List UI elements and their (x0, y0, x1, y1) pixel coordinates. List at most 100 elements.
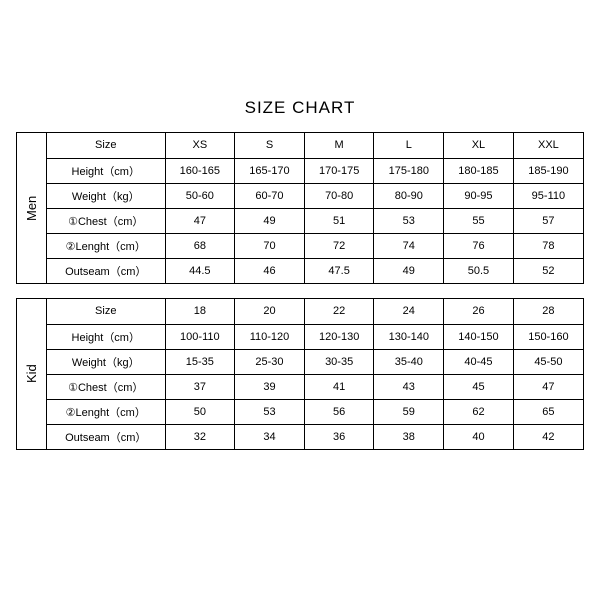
table-row: ②Lenght（cm）505356596265 (47, 399, 583, 424)
cell-value: 90-95 (444, 183, 514, 208)
cell-value: 51 (304, 208, 374, 233)
cell-value: 49 (374, 258, 444, 283)
cell-value: 110-120 (235, 324, 305, 349)
cell-value: 53 (374, 208, 444, 233)
table-row: Height（cm）160-165165-170170-175175-18018… (47, 158, 583, 183)
table-row: SizeXSSMLXLXXL (47, 133, 583, 158)
row-label: ②Lenght（cm） (47, 233, 165, 258)
row-label: Height（cm） (47, 158, 165, 183)
cell-value: 165-170 (235, 158, 305, 183)
cell-value: 30-35 (304, 349, 374, 374)
cell-value: L (374, 133, 444, 158)
table-row: Weight（kg）50-6060-7070-8080-9090-9595-11… (47, 183, 583, 208)
cell-value: 46 (235, 258, 305, 283)
size-table: Size182022242628Height（cm）100-110110-120… (47, 299, 583, 449)
row-label: ①Chest（cm） (47, 208, 165, 233)
cell-value: 100-110 (165, 324, 235, 349)
row-label: Weight（kg） (47, 349, 165, 374)
cell-value: 53 (235, 399, 305, 424)
chart-title: SIZE CHART (245, 98, 356, 118)
cell-value: 170-175 (304, 158, 374, 183)
table-row: Outseam（cm）323436384042 (47, 424, 583, 449)
cell-value: 42 (513, 424, 583, 449)
size-chart-men: MenSizeXSSMLXLXXLHeight（cm）160-165165-17… (16, 132, 584, 284)
cell-value: 44.5 (165, 258, 235, 283)
table-row: ②Lenght（cm）687072747678 (47, 233, 583, 258)
cell-value: 24 (374, 299, 444, 324)
cell-value: XXL (513, 133, 583, 158)
cell-value: 70-80 (304, 183, 374, 208)
cell-value: 47 (513, 374, 583, 399)
cell-value: 76 (444, 233, 514, 258)
table-row: ①Chest（cm）373941434547 (47, 374, 583, 399)
cell-value: XL (444, 133, 514, 158)
group-label: Kid (17, 299, 47, 449)
cell-value: 43 (374, 374, 444, 399)
cell-value: 59 (374, 399, 444, 424)
row-label: ①Chest（cm） (47, 374, 165, 399)
cell-value: 65 (513, 399, 583, 424)
group-label: Men (17, 133, 47, 283)
row-label: Weight（kg） (47, 183, 165, 208)
cell-value: 52 (513, 258, 583, 283)
cell-value: 49 (235, 208, 305, 233)
cell-value: 57 (513, 208, 583, 233)
cell-value: 47 (165, 208, 235, 233)
cell-value: 26 (444, 299, 514, 324)
row-label: Outseam（cm） (47, 424, 165, 449)
cell-value: 160-165 (165, 158, 235, 183)
row-label: Outseam（cm） (47, 258, 165, 283)
cell-value: 38 (374, 424, 444, 449)
cell-value: 15-35 (165, 349, 235, 374)
cell-value: 47.5 (304, 258, 374, 283)
cell-value: 185-190 (513, 158, 583, 183)
cell-value: 150-160 (513, 324, 583, 349)
cell-value: 39 (235, 374, 305, 399)
cell-value: 28 (513, 299, 583, 324)
table-row: Size182022242628 (47, 299, 583, 324)
cell-value: 20 (235, 299, 305, 324)
cell-value: 70 (235, 233, 305, 258)
cell-value: 56 (304, 399, 374, 424)
cell-value: 34 (235, 424, 305, 449)
size-table: SizeXSSMLXLXXLHeight（cm）160-165165-17017… (47, 133, 583, 283)
cell-value: 62 (444, 399, 514, 424)
row-label: Size (47, 299, 165, 324)
table-row: Outseam（cm）44.54647.54950.552 (47, 258, 583, 283)
cell-value: S (235, 133, 305, 158)
cell-value: 22 (304, 299, 374, 324)
table-row: Height（cm）100-110110-120120-130130-14014… (47, 324, 583, 349)
cell-value: 68 (165, 233, 235, 258)
cell-value: 45 (444, 374, 514, 399)
cell-value: 74 (374, 233, 444, 258)
cell-value: M (304, 133, 374, 158)
cell-value: 78 (513, 233, 583, 258)
cell-value: 120-130 (304, 324, 374, 349)
cell-value: 80-90 (374, 183, 444, 208)
cell-value: 50 (165, 399, 235, 424)
table-row: ①Chest（cm）474951535557 (47, 208, 583, 233)
row-label: Size (47, 133, 165, 158)
cell-value: 175-180 (374, 158, 444, 183)
cell-value: 60-70 (235, 183, 305, 208)
cell-value: 180-185 (444, 158, 514, 183)
size-chart-kid: KidSize182022242628Height（cm）100-110110-… (16, 298, 584, 450)
cell-value: XS (165, 133, 235, 158)
cell-value: 95-110 (513, 183, 583, 208)
cell-value: 40 (444, 424, 514, 449)
cell-value: 50.5 (444, 258, 514, 283)
cell-value: 55 (444, 208, 514, 233)
row-label: ②Lenght（cm） (47, 399, 165, 424)
cell-value: 72 (304, 233, 374, 258)
cell-value: 35-40 (374, 349, 444, 374)
cell-value: 25-30 (235, 349, 305, 374)
cell-value: 37 (165, 374, 235, 399)
cell-value: 18 (165, 299, 235, 324)
cell-value: 45-50 (513, 349, 583, 374)
cell-value: 36 (304, 424, 374, 449)
cell-value: 32 (165, 424, 235, 449)
cell-value: 130-140 (374, 324, 444, 349)
cell-value: 40-45 (444, 349, 514, 374)
cell-value: 41 (304, 374, 374, 399)
cell-value: 50-60 (165, 183, 235, 208)
